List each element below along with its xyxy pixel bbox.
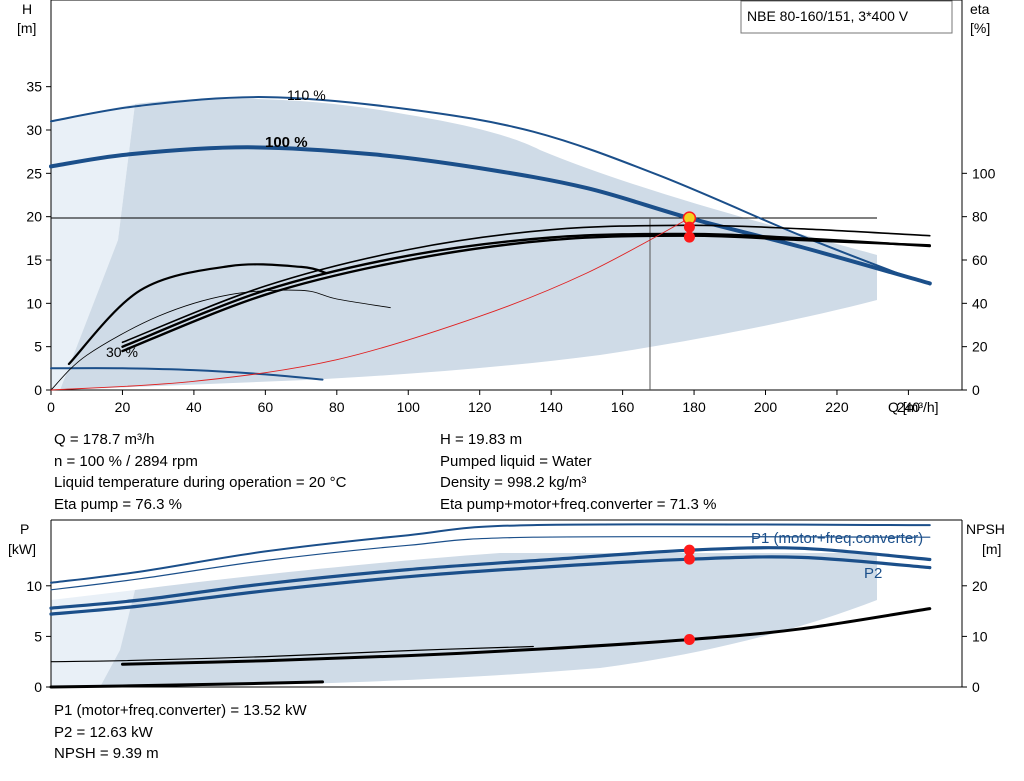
duty-point-eta-pump [683, 231, 695, 243]
curve-label-100: 100 % [265, 134, 308, 151]
eta-curve-a [121, 232, 931, 348]
q-x-tick-label: 140 [539, 399, 563, 415]
info-p1: P1 (motor+freq.converter) = 13.52 kW [54, 702, 307, 719]
head-y-tick-label: 30 [26, 122, 42, 138]
q-x-tick-label: 60 [258, 399, 274, 415]
q-x-tick-label: 160 [611, 399, 635, 415]
eta-curve-mid-speed [67, 263, 328, 366]
npsh-y-axis-unit: [m] [982, 541, 1001, 557]
legend-p1: P1 (motor+freq.converter) [751, 530, 923, 547]
info-eta-total: Eta pump+motor+freq.converter = 71.3 % [440, 495, 717, 513]
head-y-ticks: 0 5 10 15 20 25 30 35 [26, 79, 51, 398]
eta-y-ticks: 0 20 40 60 80 100 [962, 165, 996, 398]
eta-y-tick-label: 100 [972, 165, 996, 181]
q-x-tick-label: 80 [329, 399, 345, 415]
power-operating-area [100, 553, 877, 687]
system-curve [50, 217, 690, 391]
q-x-ticks: 0 20 40 60 80 100 120 140 160 180 200 220 240 [47, 390, 920, 415]
q-x-tick-label: 20 [115, 399, 131, 415]
info-head: H = 19.83 m [440, 431, 523, 448]
head-operating-area [60, 98, 877, 390]
q-x-tick-label: 200 [754, 399, 778, 415]
power-y-tick-label: 0 [34, 679, 42, 695]
legend-p2: P2 [864, 565, 882, 582]
duty-info-right: H = 19.83 m Pumped liquid = Water Densit… [440, 429, 716, 515]
p2-max-curve [50, 536, 931, 591]
npsh-y-tick-label: 0 [972, 679, 980, 695]
q-x-tick-label: 180 [682, 399, 706, 415]
q-x-tick-label: 40 [186, 399, 202, 415]
power-info: P1 (motor+freq.converter) = 13.52 kW P2 … [54, 700, 307, 765]
curve-label-30: 30 % [106, 344, 138, 360]
npsh-y-tick-label: 20 [972, 578, 988, 594]
head-curves [49, 96, 932, 391]
q-x-tick-label: 120 [468, 399, 492, 415]
eta-y-tick-label: 60 [972, 252, 988, 268]
duty-point-p1 [683, 544, 695, 556]
head-chart: 0 5 10 15 20 25 30 35 0 20 40 60 80 100 0 20 40 60 80 100… [17, 0, 996, 415]
title-box [740, 0, 953, 34]
q-x-tick-label: 100 [397, 399, 421, 415]
curve-label-110: 110 % [287, 87, 326, 103]
head-y-tick-label: 20 [26, 209, 42, 225]
eta-y-tick-label: 80 [972, 209, 988, 225]
duty-point-eta-total [683, 221, 695, 233]
eta-y-tick-label: 40 [972, 295, 988, 311]
power-y-axis-label: P [20, 521, 29, 537]
curve-30-percent [50, 367, 324, 381]
npsh-y-tick-label: 10 [972, 628, 988, 644]
head-y-tick-label: 25 [26, 165, 42, 181]
duty-info-left: Q = 178.7 m³/h n = 100 % / 2894 rpm Liqu… [54, 429, 346, 515]
q-x-tick-label: 220 [825, 399, 849, 415]
power-low-speed-curve [49, 680, 324, 689]
npsh-y-ticks: 0 10 20 [962, 578, 988, 695]
head-y-tick-label: 10 [26, 295, 42, 311]
info-liquid-temperature: Liquid temperature during operation = 20… [54, 474, 347, 491]
npsh-curve [121, 607, 932, 666]
power-chart: 0 5 10 0 10 20 P [kW] NPSH [m] P1 (motor+fre… [8, 519, 1005, 695]
eta-y-axis-label: eta [970, 1, 990, 17]
q-x-axis-label: Q [m³/h] [888, 399, 939, 415]
info-p2: P2 = 12.63 kW [54, 723, 153, 741]
info-npsh: NPSH = 9.39 m [54, 745, 159, 762]
p1-max-curve [50, 523, 931, 584]
duty-point-p2 [683, 553, 695, 565]
info-speed: n = 100 % / 2894 rpm [54, 452, 198, 470]
power-y-axis-unit: [kW] [8, 541, 36, 557]
info-density: Density = 998.2 kg/m³ [440, 474, 587, 491]
head-operating-area-light [51, 104, 135, 390]
eta-y-tick-label: 0 [972, 382, 980, 398]
head-y-tick-label: 35 [26, 79, 42, 95]
head-y-tick-label: 0 [34, 382, 42, 398]
head-y-tick-label: 15 [26, 252, 42, 268]
npsh-y-axis-label: NPSH [966, 521, 1005, 537]
power-y-tick-label: 5 [34, 628, 42, 644]
duty-point-npsh [683, 633, 695, 645]
eta-curve-b [121, 234, 931, 353]
head-y-axis-label: H [22, 1, 32, 17]
p2-curve [49, 555, 932, 616]
info-flow: Q = 178.7 m³/h [54, 431, 155, 448]
power-curves [49, 523, 932, 689]
chart-title: NBE 80-160/151, 3*400 V [747, 8, 909, 24]
head-y-axis-unit: [m] [17, 20, 36, 36]
info-pumped-liquid: Pumped liquid = Water [440, 452, 592, 470]
head-y-tick-label: 5 [34, 339, 42, 355]
eta-curve-c [121, 224, 931, 344]
info-eta-pump: Eta pump = 76.3 % [54, 495, 182, 513]
power-duty-markers [683, 544, 695, 645]
power-y-ticks: 0 5 10 [26, 578, 51, 695]
npsh-low-curve [50, 645, 534, 663]
power-operating-area-light [51, 590, 135, 687]
eta-curve-low-speed [50, 289, 391, 391]
power-y-tick-label: 10 [26, 578, 42, 594]
curve-100-percent [49, 145, 932, 286]
eta-y-tick-label: 20 [972, 339, 988, 355]
q-x-tick-label: 240 [897, 399, 921, 415]
eta-y-axis-unit: [%] [970, 20, 990, 36]
head-duty-markers [682, 211, 697, 243]
p1-curve [49, 546, 932, 610]
q-x-tick-label: 0 [47, 399, 55, 415]
